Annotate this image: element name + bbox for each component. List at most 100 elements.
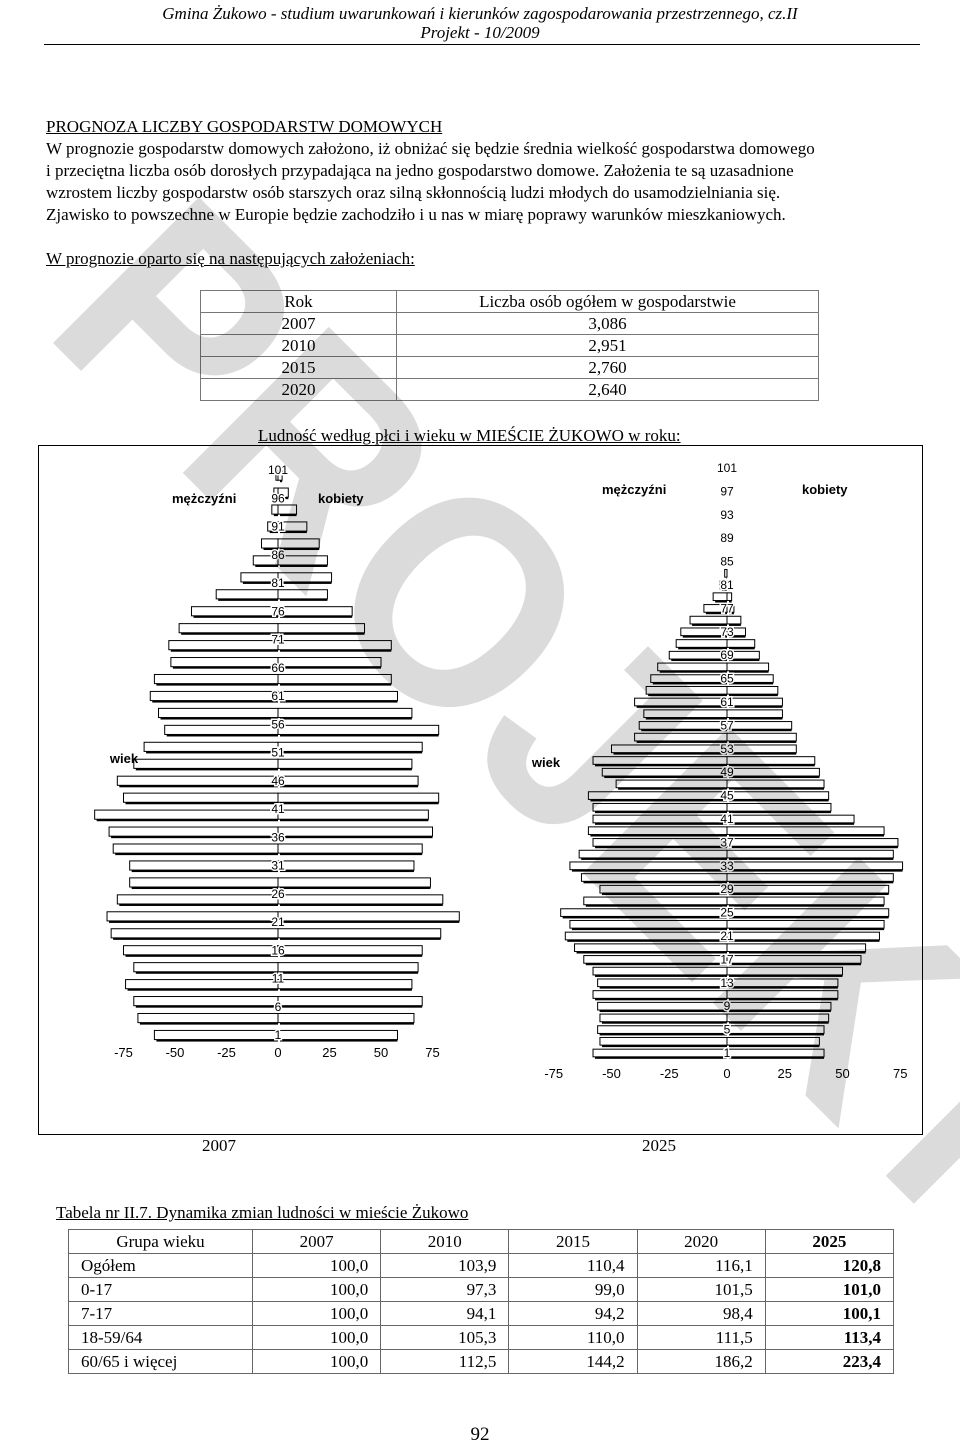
- header-rule: [44, 44, 920, 45]
- table-row: Rok Liczba osób ogółem w gospodarstwie: [201, 291, 819, 313]
- age-tick-label: 41: [720, 812, 734, 826]
- age-tick-label: 65: [720, 672, 734, 686]
- x-tick-label: -50: [602, 1066, 621, 1081]
- women-bar: [727, 1014, 829, 1022]
- x-tick-label: -25: [660, 1066, 679, 1081]
- men-bar: [134, 963, 278, 972]
- women-bar-shadow: [280, 955, 422, 957]
- men-bar: [117, 776, 278, 785]
- women-bar-shadow: [729, 671, 769, 673]
- men-bar-shadow: [140, 1023, 278, 1025]
- men-bar: [262, 539, 278, 548]
- age-tick-label: 66: [271, 661, 285, 675]
- header-cell: 2015: [509, 1230, 637, 1254]
- women-bar-shadow: [280, 768, 412, 770]
- men-bar: [144, 742, 278, 751]
- value-cell: 2,760: [397, 357, 819, 379]
- women-bar-shadow: [280, 582, 332, 584]
- women-bar-shadow: [280, 734, 439, 736]
- table-row: 0-17 100,0 97,3 99,0 101,5 101,0: [69, 1278, 894, 1302]
- women-bar: [727, 909, 889, 917]
- women-bar: [278, 912, 459, 921]
- men-bar-shadow: [146, 751, 278, 753]
- men-bar: [134, 997, 278, 1006]
- age-tick-label: 6: [275, 1000, 282, 1014]
- age-tick-label: 97: [720, 484, 734, 498]
- men-bar: [635, 698, 727, 706]
- men-bar: [111, 929, 278, 938]
- women-bar: [727, 944, 866, 952]
- section-text: PROGNOZA LICZBY GOSPODARSTW DOMOWYCH W p…: [46, 116, 920, 226]
- age-tick-label: 73: [720, 625, 734, 639]
- women-bar-shadow: [729, 846, 898, 848]
- men-bar-shadow: [136, 768, 278, 770]
- women-bar: [727, 979, 838, 987]
- men-bar-shadow: [648, 694, 727, 696]
- x-tick-label: 75: [425, 1045, 439, 1060]
- header-cell: 2010: [381, 1230, 509, 1254]
- women-bar: [727, 839, 898, 847]
- legend-women-label: kobiety: [802, 482, 848, 497]
- men-bar-shadow: [600, 1033, 727, 1035]
- age-tick-label: 45: [720, 789, 734, 803]
- group-cell: 18-59/64: [69, 1326, 253, 1350]
- para-line-3: wzrostem liczby gospodarstw osób starszy…: [46, 182, 920, 204]
- women-bar: [727, 803, 831, 811]
- men-bar-shadow: [161, 718, 278, 720]
- age-tick-label: 49: [720, 765, 734, 779]
- men-bar: [725, 569, 727, 577]
- women-bar-shadow: [280, 938, 441, 940]
- men-bar-shadow: [136, 972, 278, 974]
- women-bar-shadow: [729, 823, 854, 825]
- age-tick-label: 21: [720, 929, 734, 943]
- value-cell: 144,2: [509, 1350, 637, 1374]
- age-tick-label: 96: [271, 491, 285, 505]
- col-year-header: Rok: [201, 291, 397, 313]
- value-cell: 94,2: [509, 1302, 637, 1326]
- women-bar-shadow: [280, 616, 352, 618]
- table-row: 2015 2,760: [201, 357, 819, 379]
- age-tick-label: 101: [268, 463, 288, 477]
- page-number: 92: [0, 1424, 960, 1446]
- table-row: 7-17 100,0 94,1 94,2 98,4 100,1: [69, 1302, 894, 1326]
- men-bar-shadow: [586, 905, 727, 907]
- age-tick-label: 93: [720, 508, 734, 522]
- women-bar-shadow: [280, 870, 414, 872]
- value-cell: 3,086: [397, 313, 819, 335]
- women-bar: [727, 862, 903, 870]
- men-bar: [593, 967, 727, 975]
- age-tick-label: 61: [720, 695, 734, 709]
- women-bar-shadow: [280, 718, 412, 720]
- women-bar: [278, 1030, 397, 1039]
- women-bar-shadow: [729, 706, 782, 708]
- age-tick-label: 71: [271, 633, 285, 647]
- women-bar: [727, 874, 893, 882]
- men-bar: [272, 505, 278, 514]
- women-bar-shadow: [280, 921, 459, 923]
- women-bar-shadow: [280, 989, 412, 991]
- women-bar: [278, 861, 414, 870]
- men-bar-shadow: [274, 514, 278, 516]
- women-bar-shadow: [280, 514, 297, 516]
- men-bar: [95, 810, 278, 819]
- men-bar: [570, 920, 727, 928]
- table-row: 2007 3,086: [201, 313, 819, 335]
- men-bar-shadow: [119, 904, 278, 906]
- women-bar-shadow: [280, 1023, 414, 1025]
- women-bar-shadow: [729, 940, 879, 942]
- group-cell: 0-17: [69, 1278, 253, 1302]
- women-bar: [727, 1049, 824, 1057]
- men-bar-shadow: [641, 729, 727, 731]
- year-cell: 2015: [201, 357, 397, 379]
- men-bar: [126, 980, 278, 989]
- age-tick-label: 5: [724, 1023, 731, 1037]
- value-cell: 100,0: [253, 1302, 381, 1326]
- women-bar-shadow: [280, 1006, 422, 1008]
- men-bar: [107, 912, 278, 921]
- women-bar-shadow: [729, 1033, 824, 1035]
- age-tick-label: 53: [720, 742, 734, 756]
- x-tick-label: 50: [374, 1045, 388, 1060]
- men-bar-shadow: [577, 952, 727, 954]
- men-bar-shadow: [637, 706, 727, 708]
- women-bar: [727, 593, 732, 601]
